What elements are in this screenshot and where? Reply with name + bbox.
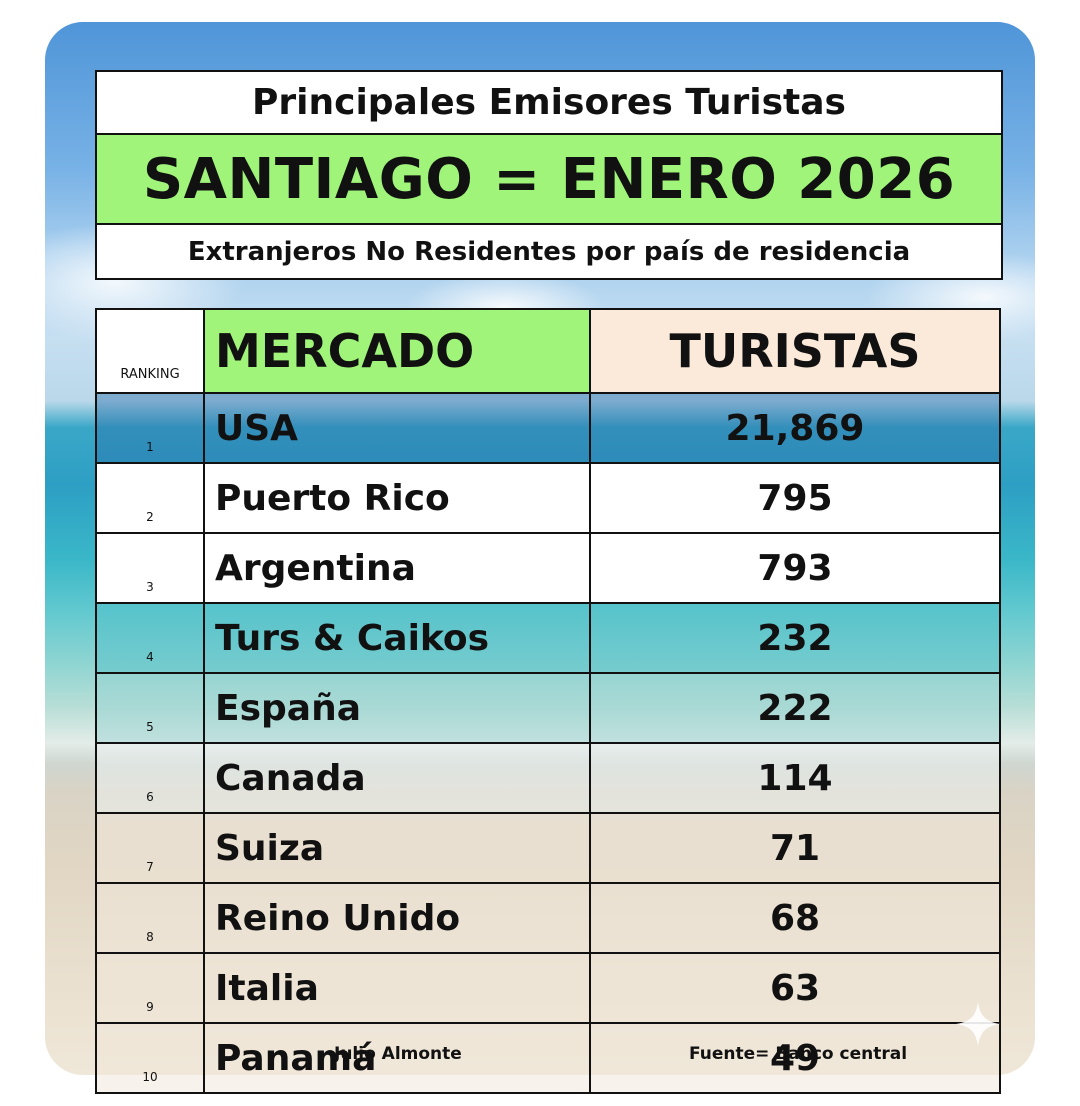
tourists-cell: 21,869 [589,392,1001,464]
title-line-3: Extranjeros No Residentes por país de re… [97,225,1001,278]
author-credit: Julio Almonte [334,1044,462,1064]
market-cell: USA [203,392,591,464]
market-cell: Italia [203,952,591,1024]
header-market: MERCADO [203,308,591,394]
tourists-cell: 793 [589,532,1001,604]
tourists-cell: 114 [589,742,1001,814]
table-row: 5 España 222 [95,672,1001,744]
market-cell: España [203,672,591,744]
rank-cell: 4 [95,602,205,674]
rank-cell: 8 [95,882,205,954]
tourists-cell: 232 [589,602,1001,674]
rank-cell: 5 [95,672,205,744]
title-line-1: Principales Emisores Turistas [97,72,1001,135]
market-cell: Suiza [203,812,591,884]
table-row: 8 Reino Unido 68 [95,882,1001,954]
rank-cell: 10 [95,1022,205,1094]
market-cell: Turs & Caikos [203,602,591,674]
title-line-2: SANTIAGO = ENERO 2026 [97,135,1001,225]
sparkle-icon [956,1002,1000,1046]
table-row: 3 Argentina 793 [95,532,1001,604]
table-row: 10 Panamá 49 [95,1022,1001,1094]
table-row: 2 Puerto Rico 795 [95,462,1001,534]
market-cell: Canada [203,742,591,814]
market-cell: Argentina [203,532,591,604]
table-row: 9 Italia 63 [95,952,1001,1024]
table-row: 4 Turs & Caikos 232 [95,602,1001,674]
market-cell: Reino Unido [203,882,591,954]
tourists-cell: 795 [589,462,1001,534]
rank-cell: 9 [95,952,205,1024]
tourists-cell: 68 [589,882,1001,954]
rank-cell: 2 [95,462,205,534]
table-row: 6 Canada 114 [95,742,1001,814]
title-box: Principales Emisores Turistas SANTIAGO =… [95,70,1003,280]
rank-cell: 1 [95,392,205,464]
tourists-cell: 49 [589,1022,1001,1094]
market-cell: Panamá [203,1022,591,1094]
header-ranking: RANKING [95,308,205,394]
rank-cell: 6 [95,742,205,814]
market-cell: Puerto Rico [203,462,591,534]
ranking-table: RANKING MERCADO TURISTAS 1 USA 21,869 2 … [95,308,1001,1094]
table-row: 7 Suiza 71 [95,812,1001,884]
source-credit: Fuente= Banco central [689,1044,908,1064]
tourists-cell: 71 [589,812,1001,884]
tourists-cell: 63 [589,952,1001,1024]
rank-cell: 3 [95,532,205,604]
table-header-row: RANKING MERCADO TURISTAS [95,308,1001,394]
table-row: 1 USA 21,869 [95,392,1001,464]
rank-cell: 7 [95,812,205,884]
tourists-cell: 222 [589,672,1001,744]
header-tourists: TURISTAS [589,308,1001,394]
